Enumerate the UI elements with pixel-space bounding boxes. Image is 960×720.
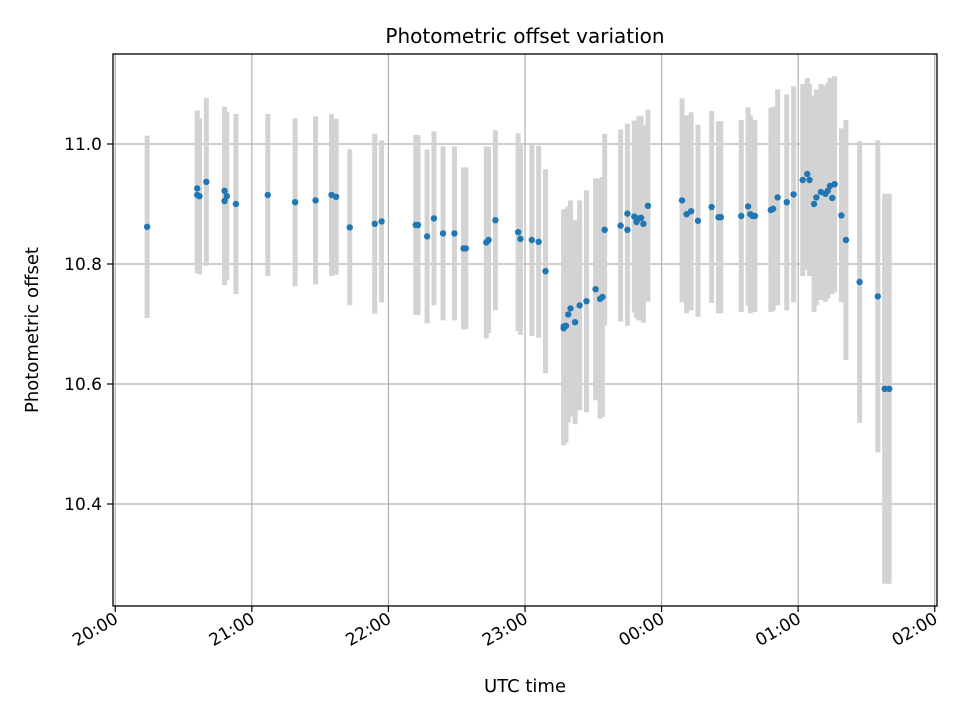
data-point: [881, 385, 888, 392]
data-point: [813, 194, 820, 201]
data-point: [221, 197, 228, 205]
data-point: [774, 194, 781, 201]
data-point: [738, 212, 745, 220]
x-tick-label: 02:00: [889, 609, 941, 651]
x-tick-label: 22:00: [342, 609, 394, 651]
data-point: [312, 197, 319, 204]
data-point: [624, 210, 631, 217]
data-point: [535, 238, 542, 245]
data-point: [562, 322, 570, 329]
data-point: [492, 217, 499, 224]
data-point: [644, 202, 652, 209]
data-point: [599, 293, 606, 301]
data-point: [856, 278, 863, 286]
data-point: [576, 302, 583, 309]
y-tick-label: 11.0: [64, 135, 102, 155]
data-point: [678, 197, 686, 204]
data-point: [223, 193, 231, 200]
data-point: [824, 187, 831, 194]
data-point: [694, 217, 702, 224]
data-point: [806, 176, 813, 184]
data-point: [232, 200, 240, 208]
x-tick-label: 01:00: [752, 609, 804, 651]
data-point: [264, 191, 271, 199]
data-point: [829, 194, 836, 202]
data-point: [485, 236, 492, 244]
data-point: [744, 203, 752, 210]
data-point: [221, 187, 228, 194]
x-tick-label: 21:00: [206, 609, 258, 651]
y-axis-ticks: 10.4 10.6 10.8 11.0: [64, 135, 113, 515]
data-point: [462, 245, 470, 252]
data-point: [371, 220, 378, 227]
data-point: [617, 222, 624, 229]
data-point: [423, 233, 431, 240]
data-point: [640, 220, 647, 227]
data-point: [203, 178, 210, 185]
data-point: [346, 224, 353, 231]
data-point: [717, 214, 724, 221]
data-point: [683, 211, 690, 218]
data-point: [583, 298, 590, 305]
data-point: [517, 235, 524, 242]
errorbars: [144, 76, 892, 584]
data-point: [196, 193, 203, 200]
data-point: [565, 311, 572, 318]
data-point: [842, 236, 850, 244]
data-point: [804, 170, 811, 178]
data-point: [708, 203, 715, 211]
x-axis-ticks: 20:00 21:00 22:00 23:00 00:00 01:00 02:00: [69, 606, 941, 651]
y-tick-label: 10.4: [64, 495, 102, 515]
data-point: [810, 200, 818, 208]
data-point: [439, 230, 447, 237]
y-axis-label: Photometric offset: [22, 247, 43, 413]
data-point: [143, 223, 151, 230]
data-point: [378, 218, 385, 225]
data-point: [624, 226, 631, 233]
chart-title: Photometric offset variation: [385, 24, 664, 48]
grid: [113, 54, 937, 606]
x-tick-label: 20:00: [69, 609, 121, 651]
data-point: [332, 193, 340, 200]
data-point: [637, 214, 645, 221]
data-point: [592, 286, 599, 293]
data-point: [194, 185, 201, 192]
data-point: [571, 319, 579, 326]
data-point: [838, 212, 845, 219]
x-tick-label: 00:00: [616, 609, 668, 651]
data-point: [790, 191, 797, 198]
data-point: [799, 176, 806, 184]
data-points: [143, 170, 893, 392]
y-tick-label: 10.6: [64, 375, 102, 395]
data-point: [769, 205, 777, 212]
data-point: [414, 221, 422, 229]
data-point: [783, 199, 790, 206]
y-tick-label: 10.8: [64, 255, 102, 275]
data-point: [601, 226, 608, 233]
data-point: [514, 229, 522, 236]
data-point: [874, 293, 882, 300]
data-point: [885, 385, 893, 392]
x-axis-label: UTC time: [484, 676, 566, 697]
data-point: [567, 305, 574, 312]
data-point: [831, 181, 838, 188]
data-point: [451, 230, 458, 237]
x-tick-label: 23:00: [479, 609, 531, 651]
data-point: [528, 236, 536, 244]
data-point: [687, 208, 695, 215]
data-point: [430, 215, 438, 222]
data-point: [291, 199, 299, 206]
data-point: [751, 212, 759, 220]
data-point: [542, 268, 549, 275]
